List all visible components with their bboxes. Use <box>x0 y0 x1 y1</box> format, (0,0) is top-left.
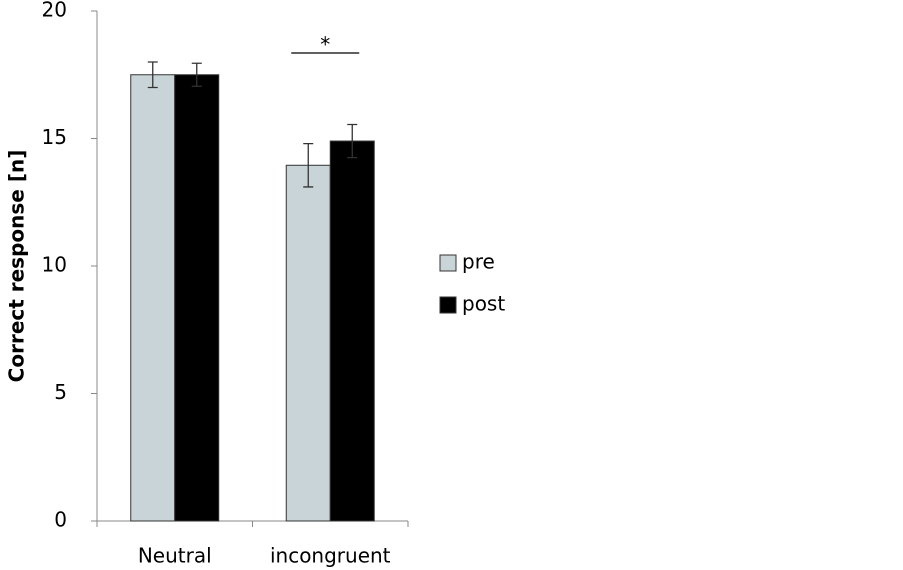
legend-swatch <box>439 254 457 272</box>
y-tick-label: 5 <box>54 380 67 404</box>
error-bar <box>303 142 314 188</box>
y-tick-label: 20 <box>42 0 67 22</box>
error-bar <box>147 61 158 89</box>
significance-label: * <box>320 33 330 57</box>
error-bar <box>347 123 358 159</box>
y-tick-label: 10 <box>42 253 67 277</box>
y-tick-label: 15 <box>42 125 67 149</box>
x-tick-label: Neutral <box>138 544 212 568</box>
legend-label: post <box>462 292 505 316</box>
error-bar <box>191 62 202 87</box>
y-axis-label: Correct response [n] <box>5 150 29 383</box>
bar <box>285 164 331 522</box>
x-tick-label: incongruent <box>270 544 391 568</box>
y-tick-label: 0 <box>54 508 67 532</box>
bar <box>329 140 375 522</box>
legend-label: pre <box>462 250 495 274</box>
bar <box>130 74 176 522</box>
bar <box>174 74 220 522</box>
legend-swatch <box>439 296 457 314</box>
